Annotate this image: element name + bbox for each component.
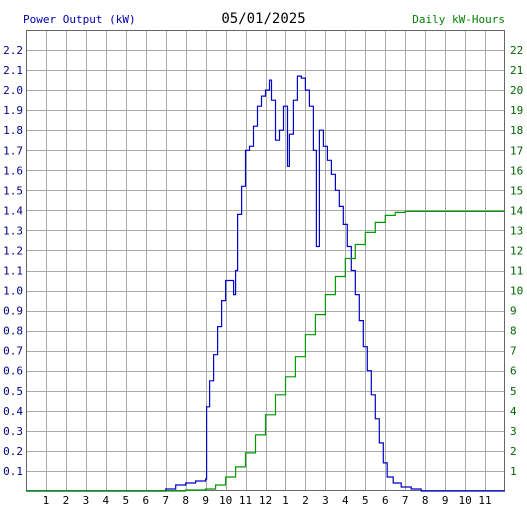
y-tick-label: 0.4	[3, 405, 23, 418]
y-tick-label: 0.7	[3, 345, 23, 358]
y2-tick-label: 2	[510, 445, 517, 458]
y2-tick-label: 6	[510, 365, 517, 378]
y2-tick-label: 12	[510, 244, 523, 257]
x-tick-label: 4	[103, 494, 110, 507]
x-tick-label: 5	[122, 494, 129, 507]
y-tick-label: 1.3	[3, 224, 23, 237]
y2-tick-label: 16	[510, 164, 523, 177]
x-tick-label: 11	[478, 494, 491, 507]
chart-date-title: 05/01/2025	[221, 11, 306, 27]
y-tick-label: 0.5	[3, 385, 23, 398]
y2-tick-label: 22	[510, 44, 523, 57]
x-tick-label: 9	[442, 494, 449, 507]
x-tick-label: 6	[382, 494, 389, 507]
y-tick-label: 1.4	[3, 204, 23, 217]
x-tick-label: 6	[142, 494, 149, 507]
y2-tick-label: 10	[510, 285, 523, 298]
y2-tick-label: 14	[510, 204, 524, 217]
y2-tick-label: 5	[510, 385, 517, 398]
y-tick-label: 2.0	[3, 84, 23, 97]
x-tick-label: 8	[422, 494, 429, 507]
x-tick-label: 2	[63, 494, 70, 507]
left-axis-title: Power Output (kW)	[23, 13, 136, 26]
x-tick-label: 5	[362, 494, 369, 507]
y2-tick-label: 17	[510, 144, 523, 157]
y-tick-label: 0.2	[3, 445, 23, 458]
y-tick-label: 1.9	[3, 104, 23, 117]
y-tick-label: 0.9	[3, 305, 23, 318]
x-tick-label: 11	[239, 494, 252, 507]
x-tick-label: 7	[162, 494, 169, 507]
y-tick-label: 1.2	[3, 244, 23, 257]
y-tick-label: 0.3	[3, 425, 23, 438]
y2-tick-label: 20	[510, 84, 523, 97]
x-tick-label: 3	[83, 494, 90, 507]
y2-tick-label: 11	[510, 265, 523, 278]
y2-tick-label: 18	[510, 124, 523, 137]
y-tick-label: 0.1	[3, 465, 23, 478]
y2-tick-label: 21	[510, 64, 523, 77]
plot-frame	[26, 30, 505, 491]
y2-tick-label: 9	[510, 305, 517, 318]
y-tick-label: 1.1	[3, 265, 23, 278]
x-tick-label: 2	[302, 494, 309, 507]
x-tick-label: 3	[322, 494, 329, 507]
x-tick-label: 4	[342, 494, 349, 507]
x-tick-label: 7	[402, 494, 409, 507]
x-tick-label: 10	[219, 494, 232, 507]
y-tick-label: 0.6	[3, 365, 23, 378]
y2-tick-label: 15	[510, 184, 523, 197]
y2-tick-label: 8	[510, 325, 517, 338]
y-tick-label: 2.2	[3, 44, 23, 57]
right-axis-title: Daily kW-Hours	[412, 13, 505, 26]
y-tick-label: 0.8	[3, 325, 23, 338]
y-tick-label: 1.5	[3, 184, 23, 197]
x-tick-label: 1	[43, 494, 50, 507]
x-tick-label: 9	[202, 494, 209, 507]
y-tick-label: 2.1	[3, 64, 23, 77]
x-tick-label: 12	[259, 494, 272, 507]
daily-kwh-line	[26, 210, 505, 492]
y-tick-label: 1.6	[3, 164, 23, 177]
x-tick-label: 10	[458, 494, 471, 507]
y-tick-label: 1.8	[3, 124, 23, 137]
power-output-line	[26, 75, 505, 492]
x-tick-label: 1	[282, 494, 289, 507]
y2-tick-label: 1	[510, 465, 517, 478]
y2-tick-label: 4	[510, 405, 517, 418]
y2-tick-label: 3	[510, 425, 517, 438]
x-tick-label: 8	[182, 494, 189, 507]
y-tick-label: 1.0	[3, 285, 23, 298]
y2-tick-label: 19	[510, 104, 523, 117]
y2-tick-label: 7	[510, 345, 517, 358]
y-tick-label: 1.7	[3, 144, 23, 157]
y2-tick-label: 13	[510, 224, 523, 237]
